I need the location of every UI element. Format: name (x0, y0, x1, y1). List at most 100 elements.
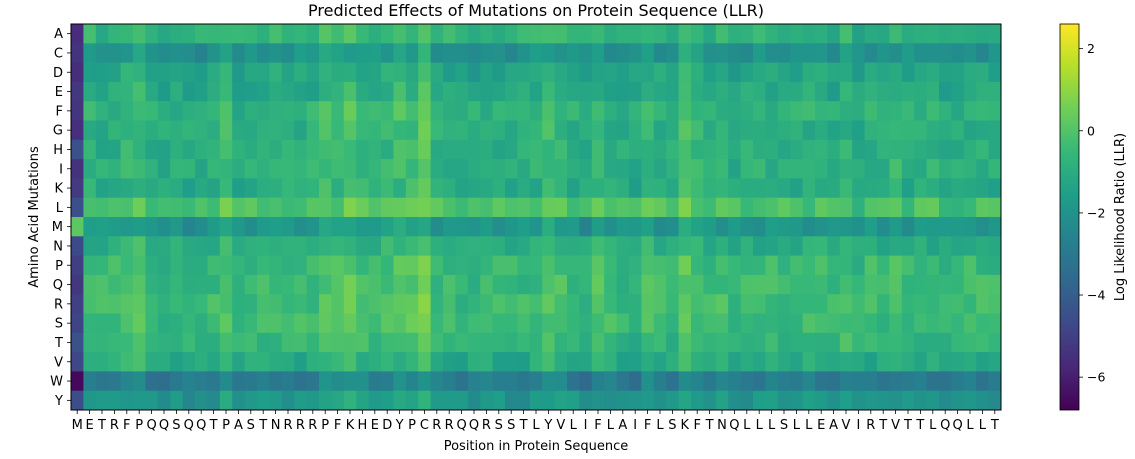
heatmap-cell (257, 352, 270, 372)
heatmap-cell (889, 217, 903, 237)
heatmap-cell (381, 352, 394, 372)
heatmap-cell (195, 101, 208, 121)
heatmap-cell (616, 217, 630, 237)
heatmap-cell (753, 62, 766, 83)
heatmap-cell (777, 139, 791, 160)
heatmap-cell (195, 371, 208, 392)
heatmap-cell (492, 332, 506, 353)
heatmap-cell (802, 294, 816, 314)
heatmap-cell (83, 81, 97, 102)
heatmap-cell (368, 332, 382, 353)
heatmap-cell (901, 81, 915, 102)
heatmap-cell (517, 197, 531, 218)
heatmap-cell (529, 43, 543, 63)
heatmap-cell (678, 81, 692, 102)
x-tick-label: Q (469, 418, 479, 433)
heatmap-cell (157, 62, 171, 83)
y-tick-label: I (59, 162, 63, 177)
heatmap-cell (95, 255, 109, 276)
heatmap-cell (219, 159, 233, 179)
heatmap-cell (951, 294, 965, 314)
heatmap-cell (269, 217, 283, 237)
heatmap-cell (951, 255, 965, 276)
heatmap-cell (802, 352, 816, 372)
heatmap-cell (976, 217, 989, 237)
heatmap-cell (145, 81, 159, 102)
heatmap-cell (790, 217, 803, 237)
heatmap-cell (815, 62, 828, 83)
heatmap-cell (926, 197, 940, 218)
heatmap-cell (815, 255, 828, 276)
heatmap-cell (864, 62, 878, 83)
heatmap-cell (740, 197, 754, 218)
x-tick-label: V (842, 418, 851, 433)
heatmap-cell (753, 352, 766, 372)
heatmap-cell (157, 255, 171, 276)
heatmap-cell (715, 178, 729, 199)
heatmap-cell (753, 178, 766, 199)
heatmap-cell (393, 371, 407, 392)
heatmap-cell (666, 62, 679, 83)
heatmap-cell (368, 371, 382, 392)
heatmap-cell (827, 352, 841, 372)
heatmap-cell (170, 255, 183, 276)
heatmap-cell (604, 294, 617, 314)
y-tick-label: E (55, 85, 63, 100)
heatmap-cell (182, 390, 196, 411)
heatmap-cell (554, 294, 568, 314)
x-tick-label: T (209, 418, 218, 433)
heatmap-cell (951, 43, 965, 63)
heatmap-cell (244, 255, 258, 276)
heatmap-cell (83, 101, 97, 121)
heatmap-cell (839, 313, 853, 334)
heatmap-cell (839, 178, 853, 199)
heatmap-cell (381, 217, 394, 237)
x-tick-label: I (584, 418, 588, 433)
heatmap-cell (393, 120, 407, 141)
heatmap-cell (641, 217, 655, 237)
heatmap-cell (467, 120, 481, 141)
heatmap-cell (430, 236, 444, 256)
heatmap-cell (443, 236, 456, 256)
heatmap-cell (703, 332, 717, 353)
heatmap-cell (294, 236, 307, 256)
heatmap-cell (542, 139, 555, 160)
heatmap-cell (418, 81, 431, 102)
heatmap-cell (480, 178, 493, 199)
heatmap-cell (777, 178, 791, 199)
x-tick-label: L (979, 418, 987, 433)
heatmap-cell (616, 62, 630, 83)
x-tick-label: L (532, 418, 540, 433)
heatmap-cell (467, 255, 481, 276)
heatmap-cell (641, 313, 655, 334)
heatmap-cell (393, 81, 407, 102)
heatmap-cell (443, 178, 456, 199)
heatmap-cell (691, 24, 704, 44)
heatmap-cell (678, 120, 692, 141)
heatmap-cell (492, 236, 506, 256)
heatmap-cell (133, 178, 146, 199)
heatmap-cell (356, 43, 369, 63)
heatmap-cell (529, 62, 543, 83)
x-tick-label: T (97, 418, 106, 433)
heatmap-cell (120, 43, 134, 63)
heatmap-cell (740, 43, 754, 63)
heatmap-cell (753, 43, 766, 63)
heatmap-cell (604, 255, 617, 276)
heatmap-cell (641, 139, 655, 160)
heatmap-cell (319, 120, 332, 141)
heatmap-cell (257, 217, 270, 237)
heatmap-cell (517, 62, 531, 83)
x-tick-label: I (633, 418, 637, 433)
heatmap-cell (864, 332, 878, 353)
heatmap-cell (579, 294, 593, 314)
heatmap-cell (455, 371, 469, 392)
heatmap-cell (666, 120, 679, 141)
heatmap-cell (418, 255, 431, 276)
heatmap-cell (83, 197, 97, 218)
heatmap-cell (901, 236, 915, 256)
heatmap-cell (467, 139, 481, 160)
heatmap-cell (207, 197, 221, 218)
heatmap-cell (368, 101, 382, 121)
heatmap-cell (381, 101, 394, 121)
